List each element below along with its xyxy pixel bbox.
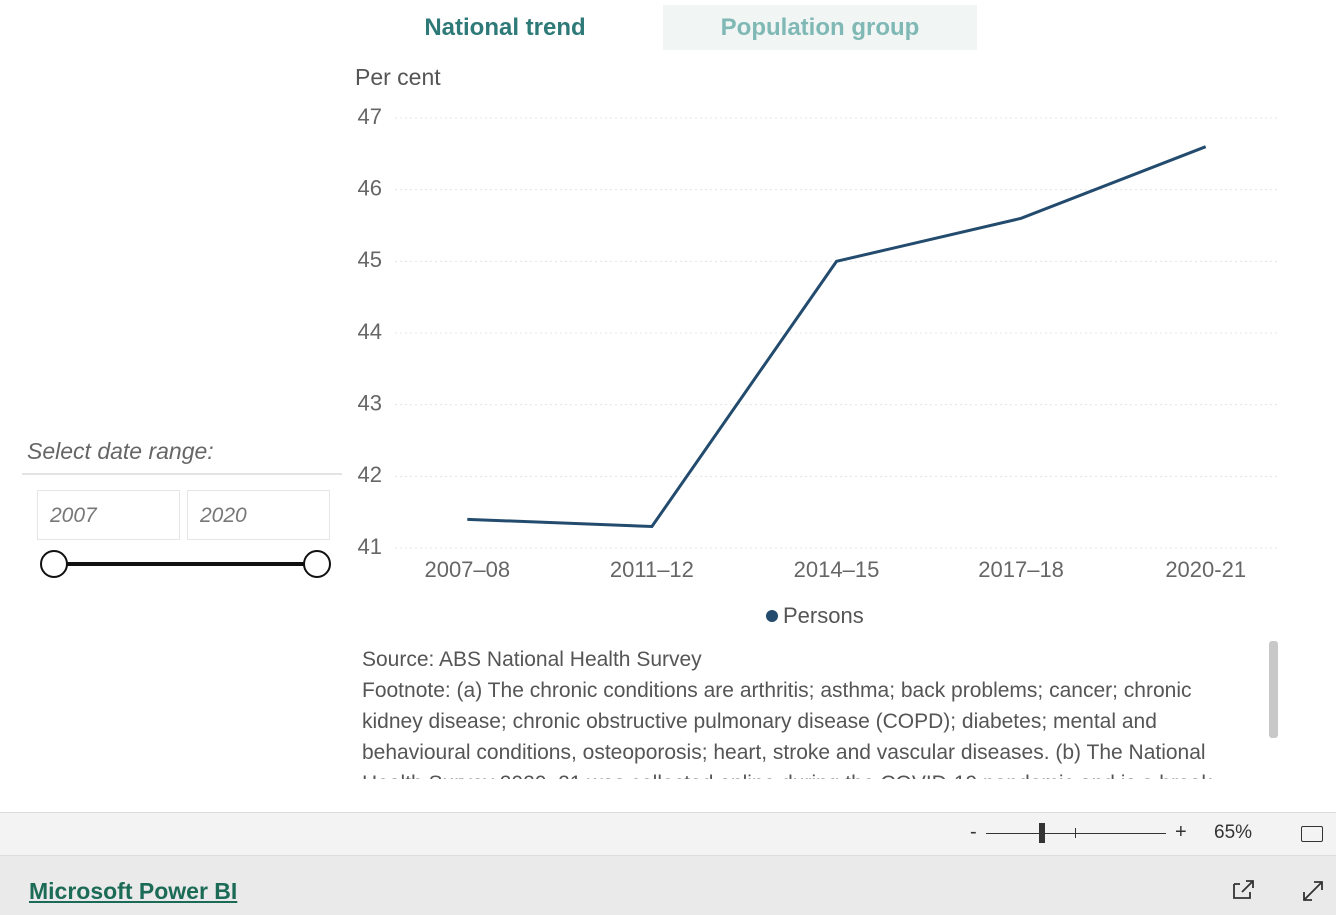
y-tick-label: 41 <box>358 534 382 559</box>
scrollbar[interactable] <box>1269 641 1278 738</box>
source: Source: ABS National Health Survey <box>362 648 702 671</box>
zoom-bar: - + 65% <box>0 812 1336 856</box>
footer: Microsoft Power BI <box>0 856 1336 915</box>
footnote: Footnote: (a) The chronic conditions are… <box>362 679 1212 779</box>
x-tick-label: 2017–18 <box>978 557 1064 582</box>
x-tick-label: 2014–15 <box>794 557 880 582</box>
x-tick-label: 2011–12 <box>610 557 694 582</box>
line <box>467 145 1207 529</box>
expand-icon[interactable] <box>1303 881 1323 901</box>
y-tick-label: 45 <box>358 247 382 272</box>
brand-link[interactable]: Microsoft Power BI <box>29 878 238 904</box>
zoom-notch <box>1075 828 1076 838</box>
slicer-start[interactable]: 2007 <box>37 490 180 540</box>
zoom-minus[interactable]: - <box>970 821 977 843</box>
zoom-level: 65% <box>1214 822 1253 843</box>
footer-icons <box>1233 880 1323 901</box>
y-axis-title: Per cent <box>355 64 441 90</box>
x-tick-label: 2007–08 <box>424 557 510 582</box>
y-tick-label: 47 <box>358 104 382 129</box>
chart: Per cent 41 42 43 44 45 46 47 2007–08 2011–12 201… <box>40 64 1278 628</box>
slicer-label: Select date range: <box>27 438 214 464</box>
slider-handle[interactable] <box>40 550 68 578</box>
slicer-end[interactable]: 2020 <box>187 490 330 540</box>
y-tick-label: 43 <box>358 390 382 415</box>
tab-national[interactable]: National trend <box>424 14 586 41</box>
notes: Source: ABS National Health Survey Footn… <box>362 644 1252 779</box>
zoom-plus[interactable]: + <box>1175 821 1187 843</box>
y-tick-label: 46 <box>358 175 382 200</box>
slider-handle[interactable] <box>303 550 331 578</box>
share-icon[interactable] <box>1233 880 1254 899</box>
y-tick-label: 44 <box>358 319 382 344</box>
y-tick-label: 42 <box>358 462 382 487</box>
x-tick-label: 2020-21 <box>1165 557 1246 582</box>
slicer-rule <box>22 473 342 475</box>
legend-label: Persons <box>783 603 864 628</box>
tab-population[interactable]: Population group <box>663 5 977 50</box>
legend-marker <box>766 610 778 622</box>
zoom-thumb[interactable] <box>1039 823 1045 843</box>
fit-icon[interactable] <box>1301 826 1323 842</box>
zoom-track <box>986 833 1166 834</box>
